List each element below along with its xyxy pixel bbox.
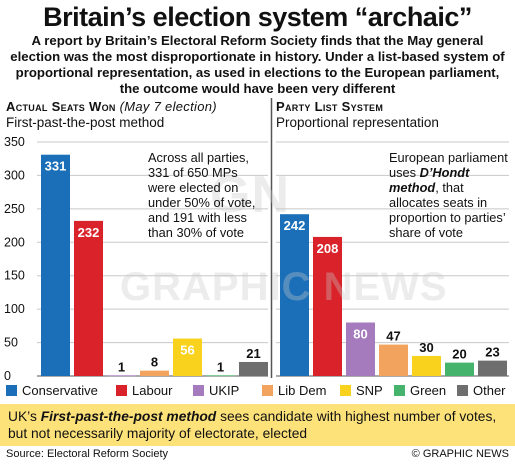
y-tick-label: 250 (4, 202, 25, 216)
footer-a: UK’s (8, 409, 41, 424)
bar-snp (173, 338, 202, 376)
data-label: 8 (151, 355, 158, 370)
legend-label: Conservative (22, 383, 98, 398)
y-tick-label: 350 (4, 135, 25, 149)
data-label: 1 (118, 359, 125, 374)
legend-label: Other (473, 383, 506, 398)
data-label: 1 (217, 359, 224, 374)
chart-title: Britain’s election system “archaic” (43, 2, 472, 32)
right-note-a: European parliament uses (389, 150, 508, 180)
legend-item: SNP (340, 383, 383, 398)
data-label: 80 (353, 327, 367, 342)
legend-swatch (340, 385, 351, 396)
right-note: European parliament uses D’Hondt method,… (389, 150, 509, 240)
bar-green (206, 375, 235, 377)
data-label: 56 (180, 343, 194, 358)
legend-swatch (394, 385, 405, 396)
legend-label: SNP (356, 383, 383, 398)
bar-labour (74, 220, 103, 376)
credit-text: © GRAPHIC NEWS (411, 448, 509, 460)
legend-item: Lib Dem (262, 383, 326, 398)
bar-other (478, 360, 507, 376)
data-label: 30 (419, 340, 433, 355)
data-label: 242 (284, 218, 306, 233)
data-label: 232 (78, 225, 100, 240)
legend-label: Lib Dem (278, 383, 327, 398)
bar-conservative (41, 154, 70, 376)
legend-item: Other (457, 383, 506, 398)
bar-other (239, 361, 268, 376)
y-tick-label: 150 (4, 269, 25, 283)
legend-swatch (262, 385, 273, 396)
bar-green (445, 362, 474, 376)
right-note-method: D’Hondt method (389, 165, 470, 195)
legend-label: Green (410, 383, 447, 398)
legend-label: Labour (132, 383, 173, 398)
watermark-text: GRAPHIC NEWS (120, 265, 448, 309)
legend-item: Labour (116, 383, 172, 398)
watermark-logo: GN (210, 166, 290, 224)
bar-labour (313, 236, 342, 376)
legend-swatch (457, 385, 468, 396)
legend-label: UKIP (209, 383, 240, 398)
data-label: 23 (485, 345, 499, 360)
bar-ukip (346, 322, 375, 376)
legend-item: UKIP (193, 383, 239, 398)
right-subheading: Proportional representation (276, 115, 439, 130)
bar-lib-dem (379, 344, 408, 376)
legend-swatch (193, 385, 204, 396)
y-tick-label: 200 (4, 235, 25, 249)
legend: Conservative Labour UKIP Lib Dem SNP Gre… (6, 383, 511, 399)
bar-ukip (107, 375, 136, 377)
left-heading-text: Actual Seats Won (6, 99, 116, 114)
y-tick-label: 50 (4, 336, 18, 350)
left-heading-note: (May 7 election) (119, 99, 217, 114)
right-heading: Party List System (276, 99, 384, 114)
y-tick-label: 100 (4, 302, 25, 316)
footer-text: UK’s First-past-the-post method sees can… (0, 404, 515, 446)
intro-text: A report by Britain’s Electoral Reform S… (10, 33, 505, 96)
legend-item: Green (394, 383, 446, 398)
data-label: 331 (45, 159, 67, 174)
footer-method: First-past-the-post method (40, 409, 217, 424)
footer-box: UK’s First-past-the-post method sees can… (0, 404, 515, 446)
data-label: 208 (317, 241, 339, 256)
data-label: 20 (452, 347, 466, 362)
bar-conservative (280, 214, 309, 376)
bar-lib-dem (140, 370, 169, 376)
left-note: Across all parties, 331 of 650 MPs were … (148, 150, 256, 240)
legend-item: Conservative (6, 383, 98, 398)
legend-swatch (6, 385, 17, 396)
right-note-b: , that allocates seats in proportion to … (389, 180, 506, 240)
legend-swatch (116, 385, 127, 396)
source-text: Source: Electoral Reform Society (6, 448, 169, 460)
data-label: 21 (246, 346, 260, 361)
footer-b: sees candidate with highest number of vo… (8, 409, 497, 441)
data-label: 47 (386, 329, 400, 344)
left-subheading: First-past-the-post method (6, 115, 165, 130)
y-tick-label: 300 (4, 168, 25, 182)
bar-snp (412, 355, 441, 376)
left-heading: Actual Seats Won (May 7 election) (6, 99, 217, 114)
y-tick-label: 0 (4, 369, 11, 380)
